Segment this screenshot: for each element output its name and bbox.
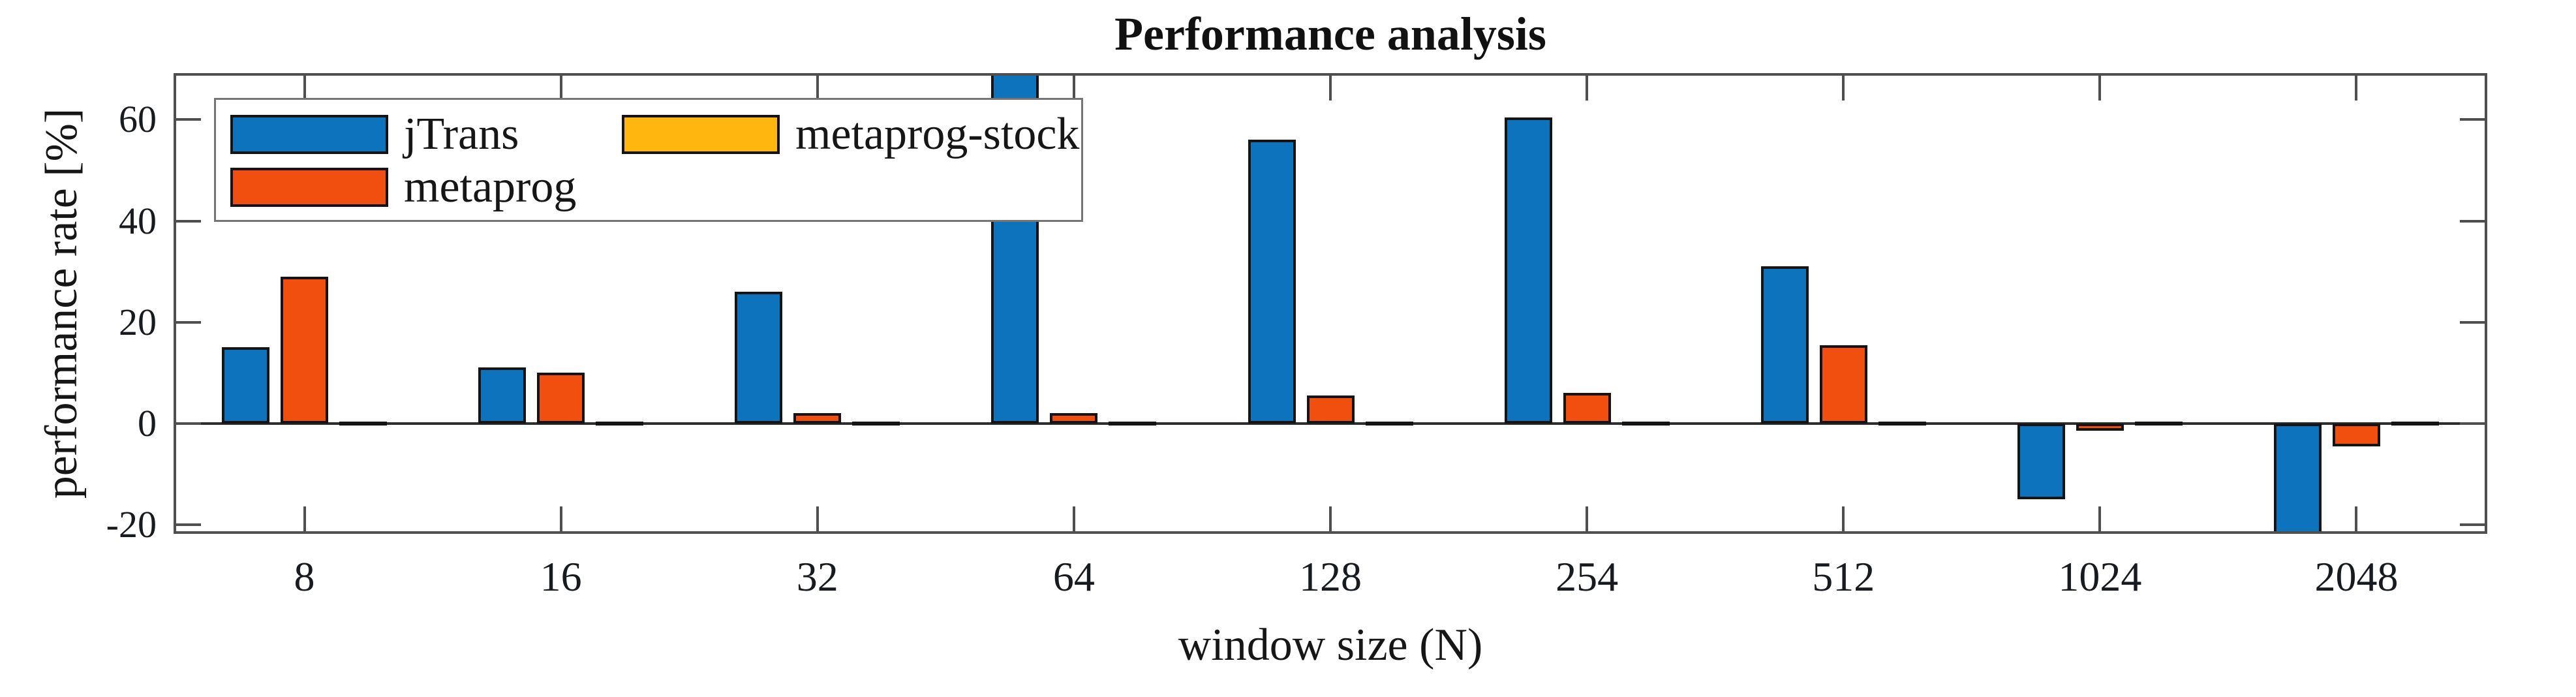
bar-metaprog-32 — [793, 413, 842, 424]
bar-jTrans-8 — [222, 347, 270, 424]
bar-metaprog-128 — [1306, 395, 1355, 424]
y-tick-label: 60 — [119, 98, 157, 141]
bar-metaprog-stock-64 — [1109, 421, 1157, 426]
bar-metaprog-stock-254 — [1621, 421, 1670, 426]
x-tick-top — [2355, 76, 2358, 101]
y-tick-left — [176, 219, 201, 223]
y-tick-right — [2460, 219, 2485, 223]
x-tick-bottom — [2098, 506, 2102, 531]
bar-metaprog-stock-32 — [852, 421, 900, 426]
bar-metaprog-stock-128 — [1365, 421, 1413, 426]
y-tick-right — [2460, 118, 2485, 121]
x-tick-label: 512 — [1812, 553, 1875, 600]
y-tick-label: -20 — [106, 503, 157, 546]
x-tick-bottom — [1586, 506, 1589, 531]
y-tick-right — [2460, 523, 2485, 526]
y-tick-left — [176, 523, 201, 526]
bar-jTrans-16 — [478, 367, 527, 424]
legend-label: metaprog-stock — [795, 108, 1080, 159]
zero-line — [176, 422, 2485, 425]
x-tick-top — [2098, 76, 2102, 101]
x-tick-bottom — [1329, 506, 1332, 531]
x-tick-bottom — [559, 506, 562, 531]
bar-metaprog-64 — [1050, 413, 1098, 424]
bar-metaprog-1024 — [2076, 423, 2124, 431]
legend-swatch-metaprog — [230, 167, 388, 207]
x-tick-label: 8 — [294, 553, 315, 600]
chart-title: Performance analysis — [1114, 8, 1546, 60]
bar-metaprog-512 — [1819, 345, 1867, 424]
x-tick-top — [1329, 76, 1332, 101]
x-tick-bottom — [303, 506, 306, 531]
x-tick-top — [1586, 76, 1589, 101]
x-tick-label: 64 — [1052, 553, 1095, 600]
bar-metaprog-2048 — [2332, 423, 2380, 446]
x-tick-top — [303, 76, 306, 101]
legend-label: jTrans — [404, 108, 519, 159]
bar-metaprog-stock-16 — [596, 421, 644, 426]
x-tick-top — [559, 76, 562, 101]
bar-metaprog-stock-1024 — [2134, 421, 2183, 426]
y-tick-label: 40 — [119, 199, 157, 242]
x-tick-bottom — [1842, 506, 1845, 531]
bar-jTrans-2048 — [2273, 423, 2322, 531]
x-tick-label: 254 — [1556, 553, 1619, 600]
legend-item-metaprog: metaprog — [230, 163, 622, 211]
bar-metaprog-16 — [537, 373, 585, 424]
bar-metaprog-stock-2048 — [2391, 421, 2439, 426]
x-tick-label: 128 — [1299, 553, 1362, 600]
y-tick-right — [2460, 422, 2485, 425]
x-tick-label: 2048 — [2314, 553, 2399, 600]
x-tick-label: 32 — [796, 553, 838, 600]
legend-swatch-metaprog-stock — [622, 114, 780, 154]
legend-item-metaprog-stock: metaprog-stock — [622, 110, 1079, 159]
bar-jTrans-512 — [1760, 266, 1809, 424]
y-tick-label: 20 — [119, 300, 157, 343]
x-tick-top — [1842, 76, 1845, 101]
x-tick-top — [816, 76, 819, 101]
legend-label: metaprog — [404, 161, 577, 212]
x-tick-bottom — [1072, 506, 1075, 531]
y-tick-right — [2460, 320, 2485, 324]
x-axis-label: window size (N) — [1178, 620, 1483, 670]
y-tick-left — [176, 118, 201, 121]
legend: jTrans metaprog metaprog-stock — [214, 98, 1083, 222]
x-tick-top — [1072, 76, 1075, 101]
x-tick-label: 1024 — [2058, 553, 2142, 600]
bar-metaprog-stock-8 — [339, 421, 388, 426]
bar-metaprog-stock-512 — [1878, 421, 1926, 426]
bar-jTrans-254 — [1504, 117, 1552, 424]
y-tick-left — [176, 320, 201, 324]
bar-metaprog-8 — [281, 276, 329, 424]
y-tick-label: 0 — [138, 401, 157, 444]
bar-jTrans-32 — [735, 292, 783, 424]
legend-swatch-jTrans — [230, 114, 388, 154]
x-tick-bottom — [816, 506, 819, 531]
bar-jTrans-128 — [1248, 140, 1296, 424]
bar-jTrans-1024 — [2017, 423, 2065, 500]
y-tick-left — [176, 422, 201, 425]
x-tick-bottom — [2355, 506, 2358, 531]
legend-item-jTrans: jTrans — [230, 110, 622, 159]
bar-metaprog-254 — [1563, 393, 1611, 424]
x-tick-label: 16 — [540, 553, 582, 600]
